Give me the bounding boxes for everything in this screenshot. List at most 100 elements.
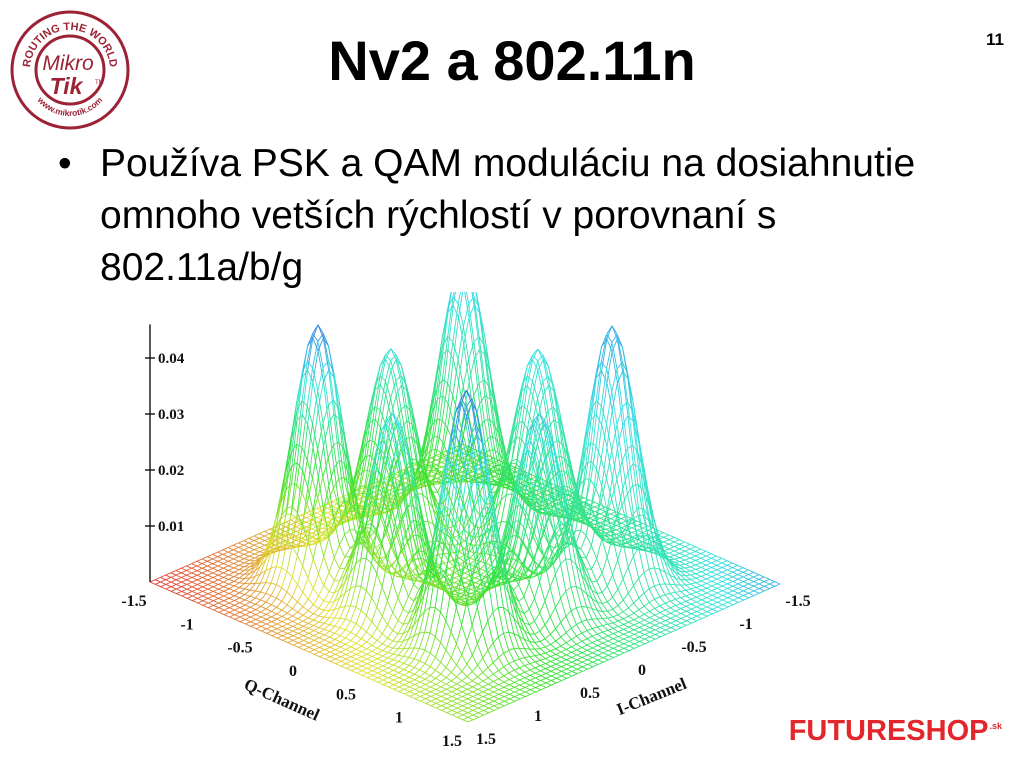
mesh-segment bbox=[429, 669, 436, 676]
mesh-segment bbox=[234, 611, 241, 616]
mesh-segment bbox=[684, 546, 691, 550]
mesh-segment bbox=[539, 646, 546, 649]
mesh-segment bbox=[633, 585, 640, 599]
mesh-segment bbox=[448, 566, 455, 570]
mesh-segment bbox=[520, 489, 527, 492]
mesh-segment bbox=[629, 647, 635, 652]
mesh-segment bbox=[595, 361, 602, 401]
mesh-segment bbox=[695, 564, 702, 568]
mesh-segment bbox=[534, 630, 541, 635]
mesh-segment bbox=[601, 447, 608, 487]
mesh-segment bbox=[633, 631, 640, 635]
mesh-segment bbox=[207, 577, 214, 581]
mesh-segment bbox=[606, 478, 613, 511]
mesh-segment bbox=[338, 459, 345, 464]
mesh-segment bbox=[435, 681, 442, 685]
mesh-segment bbox=[456, 686, 463, 690]
mesh-segment bbox=[296, 400, 303, 411]
mesh-segment bbox=[620, 518, 627, 522]
mesh-segment bbox=[292, 623, 299, 627]
mesh-segment bbox=[408, 600, 415, 614]
mesh-segment bbox=[616, 382, 624, 426]
mesh-segment bbox=[531, 502, 538, 507]
mesh-segment bbox=[642, 515, 649, 521]
mesh-segment bbox=[223, 607, 230, 611]
mesh-segment bbox=[381, 600, 388, 617]
mesh-segment bbox=[494, 425, 501, 455]
mesh-segment bbox=[366, 665, 373, 669]
mesh-segment bbox=[669, 583, 676, 586]
mesh-segment bbox=[500, 494, 507, 501]
mesh-segment bbox=[668, 536, 675, 541]
mesh-segment bbox=[255, 591, 261, 599]
mesh-segment bbox=[452, 381, 460, 422]
mesh-segment bbox=[329, 649, 336, 653]
mesh-segment bbox=[386, 419, 393, 426]
mesh-segment bbox=[391, 507, 398, 531]
mesh-segment bbox=[498, 675, 505, 680]
mesh-segment bbox=[466, 680, 473, 685]
mesh-segment bbox=[526, 503, 533, 510]
mesh-segment bbox=[457, 709, 463, 714]
mesh-segment bbox=[427, 499, 434, 509]
mesh-segment bbox=[544, 587, 551, 602]
mesh-segment bbox=[222, 551, 229, 555]
mesh-segment bbox=[482, 689, 489, 693]
mesh-segment bbox=[202, 579, 208, 583]
mesh-segment bbox=[356, 651, 362, 655]
mesh-segment bbox=[469, 537, 476, 545]
mesh-segment bbox=[576, 647, 583, 651]
mesh-segment bbox=[276, 609, 283, 615]
mesh-segment bbox=[435, 455, 442, 459]
mesh-segment bbox=[727, 592, 734, 596]
mesh-segment bbox=[312, 573, 319, 589]
mesh-segment bbox=[524, 689, 531, 693]
mesh-segment bbox=[503, 672, 510, 677]
mesh-segment bbox=[202, 584, 208, 588]
mesh-segment bbox=[721, 567, 728, 571]
mesh-segment bbox=[447, 305, 454, 350]
mesh-segment bbox=[648, 585, 655, 590]
mesh-segment bbox=[560, 523, 566, 527]
mesh-segment bbox=[455, 512, 462, 554]
mesh-segment bbox=[579, 521, 585, 525]
mesh-segment bbox=[510, 471, 517, 487]
mesh-segment bbox=[526, 359, 533, 367]
mesh-segment bbox=[565, 639, 572, 644]
mesh-segment bbox=[565, 558, 571, 560]
mesh-segment bbox=[596, 538, 603, 560]
mesh-segment bbox=[622, 415, 629, 426]
mesh-segment bbox=[493, 670, 499, 675]
mesh-segment bbox=[537, 359, 544, 371]
mesh-segment bbox=[333, 399, 340, 442]
mesh-segment bbox=[649, 634, 656, 638]
mesh-segment bbox=[607, 633, 614, 637]
mesh-segment bbox=[575, 530, 582, 545]
mesh-segment bbox=[484, 442, 491, 471]
mesh-segment bbox=[436, 420, 443, 450]
mesh-segment bbox=[487, 642, 494, 651]
mesh-segment bbox=[207, 572, 213, 576]
mesh-segment bbox=[627, 567, 634, 586]
mesh-segment bbox=[531, 443, 538, 465]
mesh-segment bbox=[612, 559, 619, 576]
mesh-segment bbox=[542, 394, 549, 429]
mesh-segment bbox=[402, 612, 409, 625]
mesh-segment bbox=[711, 587, 718, 592]
mesh-segment bbox=[774, 581, 781, 585]
mesh-segment bbox=[493, 693, 500, 698]
mesh-segment bbox=[584, 508, 591, 517]
mesh-segment bbox=[308, 635, 315, 639]
mesh-segment bbox=[303, 627, 309, 632]
mesh-segment bbox=[397, 608, 404, 621]
mesh-segment bbox=[622, 592, 629, 601]
mesh-segment bbox=[431, 436, 439, 466]
mesh-segment bbox=[653, 539, 660, 547]
mesh-segment bbox=[385, 354, 392, 361]
mesh-segment bbox=[528, 440, 535, 447]
mesh-segment bbox=[525, 493, 532, 497]
mesh-segment bbox=[317, 527, 324, 535]
mesh-segment bbox=[669, 584, 676, 593]
mesh-segment bbox=[245, 616, 251, 620]
mesh-segment bbox=[695, 591, 702, 596]
